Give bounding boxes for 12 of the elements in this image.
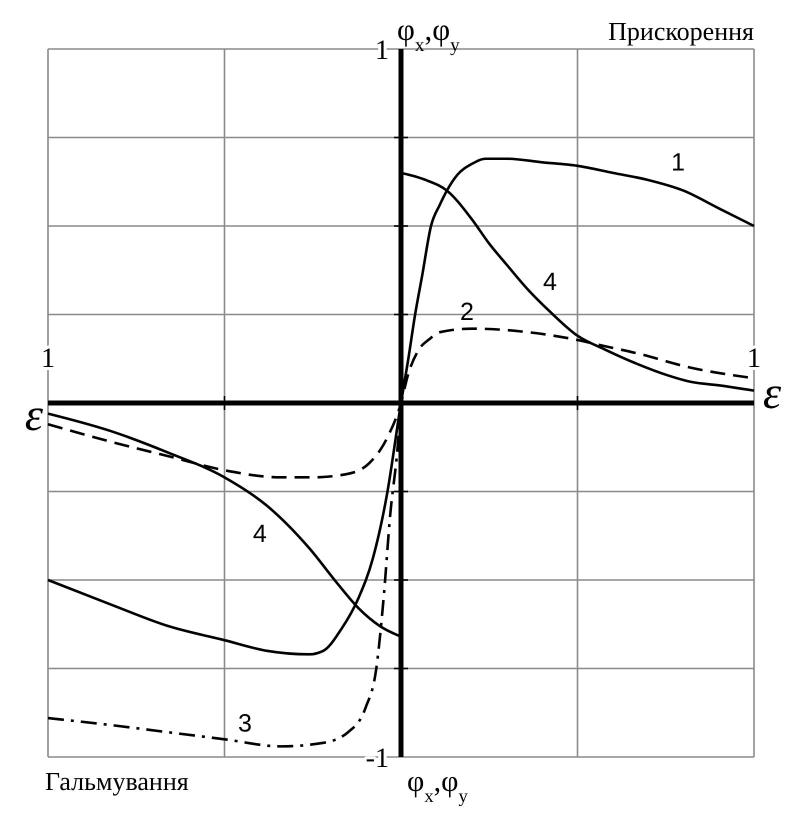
text: ε — [763, 367, 782, 418]
text: φ$_{x}$,φ$_{y}$ — [407, 765, 468, 806]
x-axis-title: ε — [24, 389, 44, 440]
series-label: 4 — [543, 268, 558, 296]
y-tick-label: -1 — [366, 742, 389, 774]
text: Гальмування — [45, 767, 189, 796]
y-axis-title: φ$_{x}$,φ$_{y}$ — [397, 12, 460, 56]
text: Прискорення — [608, 17, 754, 46]
text: 4 — [252, 520, 267, 548]
series-label: 2 — [460, 298, 474, 326]
series-label: 1 — [671, 148, 686, 176]
series-label: 3 — [238, 709, 252, 738]
